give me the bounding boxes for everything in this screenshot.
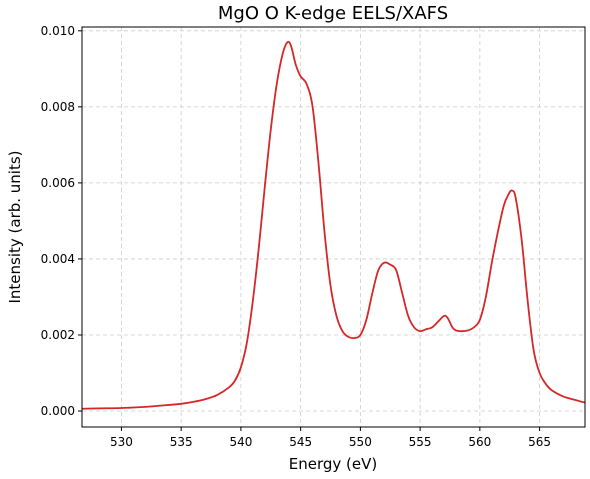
y-tick-label: 0.002 bbox=[41, 328, 75, 342]
x-tick-label: 555 bbox=[409, 435, 432, 449]
grid-layer bbox=[82, 27, 585, 427]
x-tick-label: 545 bbox=[289, 435, 312, 449]
x-tick-label: 560 bbox=[468, 435, 491, 449]
chart-title: MgO O K-edge EELS/XAFS bbox=[218, 3, 448, 24]
x-tick-label: 530 bbox=[110, 435, 133, 449]
x-tick-label: 565 bbox=[528, 435, 551, 449]
y-tick-label: 0.000 bbox=[41, 404, 75, 418]
y-tick-label: 0.010 bbox=[41, 24, 75, 38]
y-axis-label: Intensity (arb. units) bbox=[6, 150, 24, 303]
y-tick-label: 0.004 bbox=[41, 252, 75, 266]
x-tick-label: 535 bbox=[170, 435, 193, 449]
x-tick-label: 550 bbox=[349, 435, 372, 449]
ticks-layer: 530 535 540 545 550 555 560 565 0.000 0.002 0.004 0… bbox=[41, 24, 551, 449]
y-tick-label: 0.008 bbox=[41, 100, 75, 114]
series-line bbox=[82, 40, 585, 410]
y-tick-label: 0.006 bbox=[41, 176, 75, 190]
x-axis-label: Energy (eV) bbox=[289, 455, 377, 473]
x-tick-label: 540 bbox=[229, 435, 252, 449]
plot-frame bbox=[81, 26, 586, 428]
series-layer bbox=[82, 40, 585, 410]
